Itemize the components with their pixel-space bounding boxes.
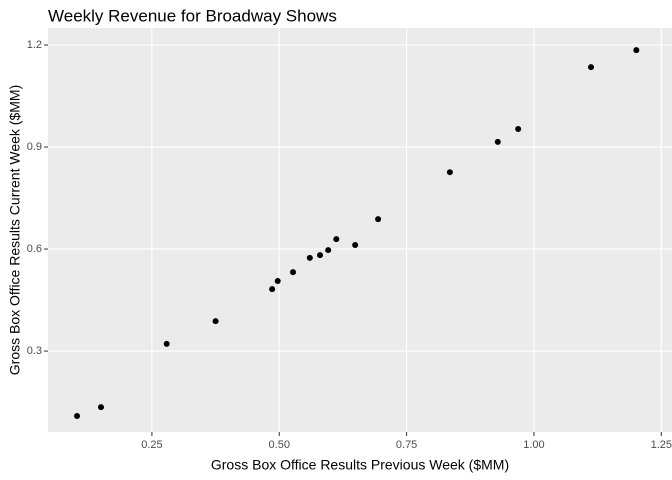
point — [494, 138, 501, 145]
x-tick-label: 1.25 — [651, 439, 672, 451]
y-tick-label: 1.2 — [27, 39, 42, 51]
x-tick-label: 0.75 — [396, 439, 417, 451]
point — [325, 247, 332, 254]
point — [274, 278, 281, 285]
point — [317, 252, 324, 259]
point — [588, 64, 595, 71]
point — [306, 254, 313, 261]
point — [333, 236, 340, 243]
point — [97, 404, 104, 411]
panel — [48, 28, 672, 432]
point — [74, 413, 81, 420]
point — [515, 126, 522, 132]
x-tick-label: 0.25 — [141, 439, 162, 451]
point — [633, 47, 640, 54]
point — [163, 340, 170, 347]
y-axis-title: Gross Box Office Results Current Week ($… — [7, 85, 23, 375]
y-tick-label: 0.3 — [27, 345, 42, 357]
point — [290, 269, 297, 276]
point — [375, 216, 382, 223]
point — [269, 286, 276, 293]
x-tick-label: 1.00 — [523, 439, 544, 451]
point — [212, 318, 219, 325]
chart-title: Weekly Revenue for Broadway Shows — [48, 6, 337, 25]
x-axis-title: Gross Box Office Results Previous Week (… — [211, 457, 509, 473]
y-tick-label: 0.6 — [27, 243, 42, 255]
point — [446, 169, 453, 176]
point — [352, 241, 359, 248]
x-tick-label: 0.50 — [269, 439, 290, 451]
y-tick-label: 0.9 — [27, 141, 42, 153]
